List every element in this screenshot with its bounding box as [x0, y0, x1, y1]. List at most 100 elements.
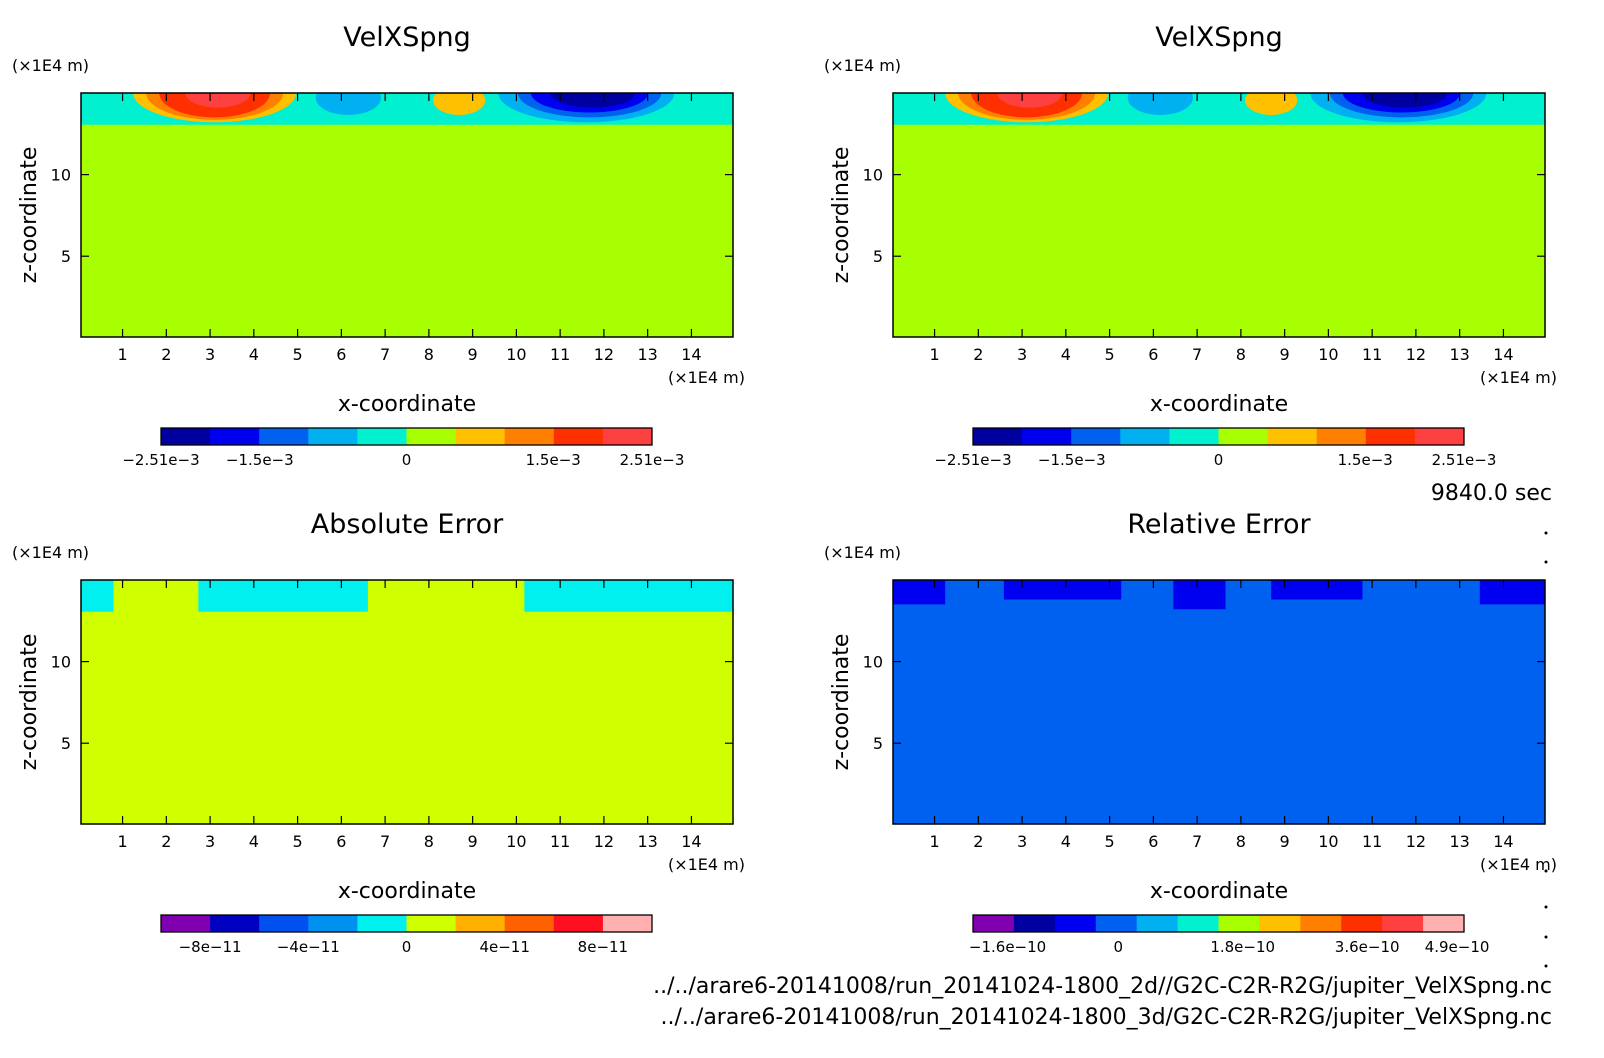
- x-tick-label: 14: [681, 832, 701, 851]
- colorbar-swatch: [1316, 428, 1367, 445]
- y-tick-label: 5: [61, 247, 71, 266]
- y-axis-label: z-coordinate: [829, 147, 854, 284]
- x-tick-label: 8: [424, 345, 434, 364]
- colorbar-swatch: [406, 915, 457, 932]
- colorbar-label: 3.6e−10: [1335, 938, 1400, 956]
- contour-region: [997, 93, 1063, 108]
- y-tick-label: 10: [863, 166, 883, 185]
- colorbar-swatch: [161, 915, 211, 932]
- dot-marker: [1544, 560, 1548, 564]
- colorbar-swatch: [1120, 428, 1170, 445]
- x-tick-label: 3: [205, 345, 215, 364]
- colorbar-swatch: [602, 915, 653, 932]
- contour-region: [433, 93, 486, 115]
- time-label: 9840.0 sec: [1431, 481, 1552, 506]
- x-tick-label: 7: [1192, 345, 1202, 364]
- chart-title: VelXSpng: [1155, 22, 1283, 53]
- contour-fill: [893, 580, 1545, 610]
- colorbar-frame: [972, 914, 1465, 933]
- x-tick-label: 9: [468, 832, 478, 851]
- colorbar-swatch: [1259, 915, 1301, 932]
- contour-region: [185, 93, 251, 108]
- contour-region: [1271, 580, 1363, 600]
- x-tick-label: 4: [1061, 832, 1071, 851]
- contour-region: [1245, 93, 1298, 115]
- y-unit-label: (×1E4 m): [824, 543, 901, 562]
- x-tick-label: 10: [506, 832, 526, 851]
- colorbar: −2.51e−3 −1.5e−3 0 1.5e−3 2.51e−3: [122, 427, 685, 469]
- chart-panel: VelXSpng(×1E4 m)1 2 3 4 5 6 7 8 9 10 11 12 13 14510(×…: [12, 22, 745, 469]
- chart-title: Absolute Error: [311, 509, 504, 540]
- x-tick-label: 11: [1362, 832, 1382, 851]
- contour-region: [81, 580, 114, 612]
- x-tick-label: 1: [117, 832, 127, 851]
- colorbar-label: 2.51e−3: [620, 451, 685, 469]
- plot-area: [893, 580, 1545, 824]
- colorbar-label: 1.8e−10: [1210, 938, 1275, 956]
- plot-frame: [892, 579, 1546, 825]
- colorbar-label: 1.5e−3: [526, 451, 581, 469]
- contour-fill: [893, 93, 1545, 125]
- x-tick-label: 3: [1017, 345, 1027, 364]
- colorbar: −1.6e−10 0 1.8e−10 3.6e−10 4.9e−10: [969, 914, 1489, 956]
- x-tick-label: 9: [1280, 832, 1290, 851]
- x-tick-label: 12: [594, 345, 614, 364]
- x-tick-label: 4: [1061, 345, 1071, 364]
- colorbar-swatch: [308, 915, 358, 932]
- x-tick-label: 14: [1493, 345, 1513, 364]
- contour-region: [1173, 580, 1226, 610]
- contour-region: [1362, 93, 1448, 108]
- x-unit-label: (×1E4 m): [668, 368, 745, 387]
- x-axis-label: x-coordinate: [1150, 879, 1288, 904]
- plot-area: [81, 580, 733, 824]
- file-path-2d: ../../arare6-20141008/run_20141024-1800_…: [653, 974, 1552, 999]
- x-axis-label: x-coordinate: [338, 392, 476, 417]
- contour-region: [198, 580, 368, 612]
- colorbar-swatch: [1218, 915, 1260, 932]
- colorbar-swatch: [161, 428, 211, 445]
- x-tick-label: 13: [637, 345, 657, 364]
- colorbar-swatch: [1071, 428, 1121, 445]
- colorbar: −8e−11 −4e−11 0 4e−11 8e−11: [160, 914, 653, 956]
- colorbar-label: −2.51e−3: [934, 451, 1011, 469]
- contour-fill: [81, 580, 733, 612]
- colorbar-label: −1.5e−3: [226, 451, 294, 469]
- colorbar-label: −8e−11: [179, 938, 242, 956]
- y-unit-label: (×1E4 m): [824, 56, 901, 75]
- colorbar-swatch: [406, 428, 457, 445]
- colorbar-label: 0: [1113, 938, 1123, 956]
- colorbar-swatch: [259, 915, 309, 932]
- colorbar-label: 0: [1214, 451, 1224, 469]
- x-tick-label: 6: [336, 832, 346, 851]
- colorbar-swatch: [1267, 428, 1318, 445]
- x-tick-label: 4: [249, 345, 259, 364]
- x-tick-label: 7: [380, 832, 390, 851]
- colorbar-swatch: [1013, 915, 1056, 932]
- x-tick-label: 10: [1318, 832, 1338, 851]
- colorbar-label: −1.5e−3: [1038, 451, 1106, 469]
- x-tick-label: 11: [550, 832, 570, 851]
- x-tick-label: 10: [506, 345, 526, 364]
- colorbar-swatch: [973, 428, 1023, 445]
- x-tick-label: 1: [929, 345, 939, 364]
- x-tick-label: 7: [380, 345, 390, 364]
- y-axis-label: z-coordinate: [17, 634, 42, 771]
- y-tick-label: 5: [873, 247, 883, 266]
- x-tick-label: 14: [1493, 832, 1513, 851]
- contour-region: [524, 580, 733, 612]
- colorbar-swatch: [455, 915, 506, 932]
- x-tick-label: 11: [1362, 345, 1382, 364]
- x-tick-label: 5: [293, 832, 303, 851]
- colorbar-swatch: [1169, 428, 1219, 445]
- dot-marker: [1544, 964, 1548, 968]
- contour-fill: [81, 93, 733, 125]
- colorbar-label: 2.51e−3: [1432, 451, 1497, 469]
- plot-area: [893, 93, 1545, 337]
- colorbar-swatch: [1423, 915, 1465, 932]
- colorbar-frame: [160, 427, 653, 446]
- colorbar-swatch: [1218, 428, 1269, 445]
- x-tick-label: 5: [1105, 345, 1115, 364]
- x-unit-label: (×1E4 m): [668, 855, 745, 874]
- x-tick-label: 2: [973, 345, 983, 364]
- x-tick-label: 11: [550, 345, 570, 364]
